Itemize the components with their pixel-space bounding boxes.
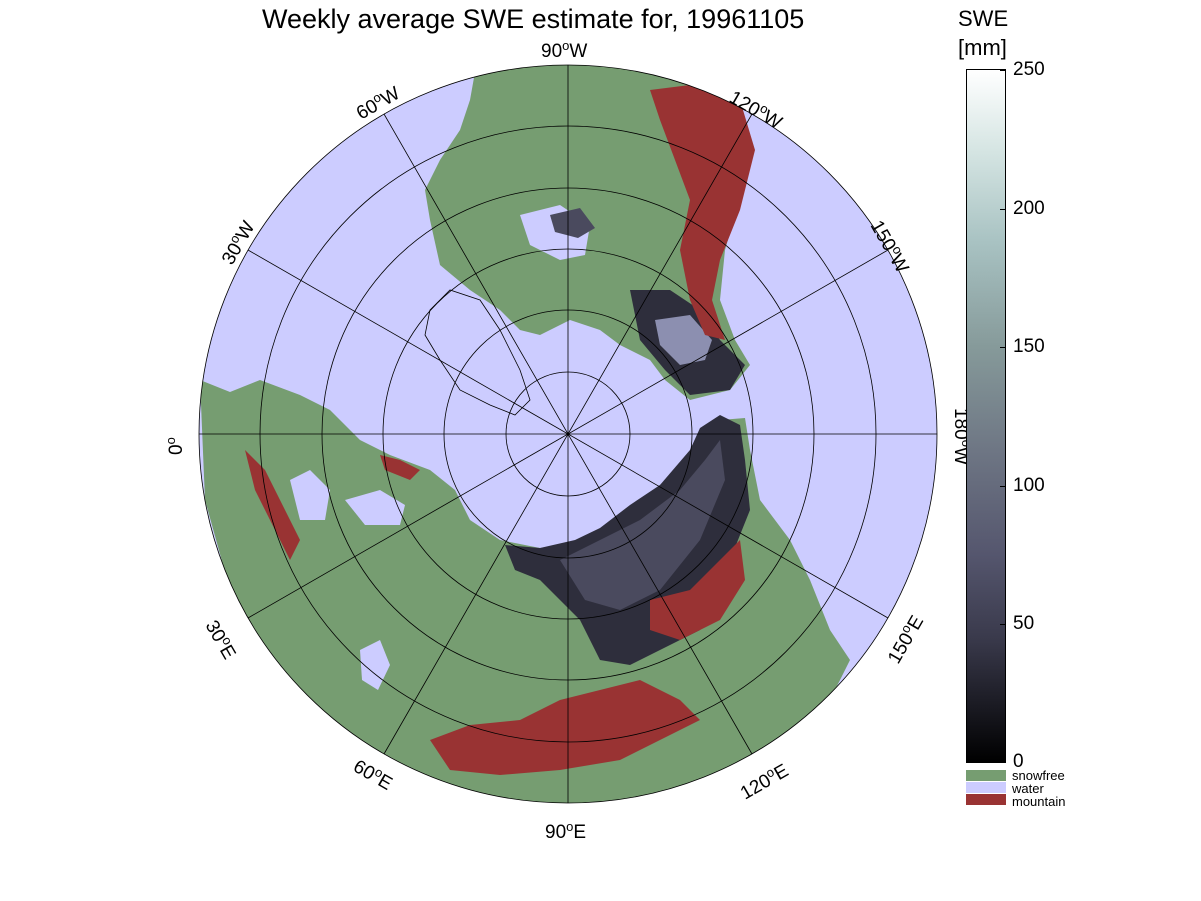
colorbar-tickmark [1000,347,1006,348]
na-snow-2 [550,208,595,238]
label-30e: 30oE [201,616,242,664]
map-title: Weekly average SWE estimate for, 1996110… [262,4,805,34]
caspian-sea [360,640,390,690]
graticule [198,64,938,804]
legend-label-mountain: mountain [1012,794,1066,809]
rockies-mountain [650,85,755,340]
label-60e: 60oE [350,754,398,795]
colorbar-tick-label: 200 [1013,198,1045,219]
colorbar [966,69,1006,763]
na-snow-light [655,315,712,365]
legend-label-snowfree: snowfree [1012,768,1065,783]
scandinavia-mountain [245,450,300,560]
east-siberia-mountain [650,540,745,640]
siberia-snow-mid [560,440,725,610]
colorbar-title: SWE [mm] [958,4,1008,62]
label-0: 0o [163,437,187,455]
baltic-sea [290,470,330,520]
label-90e: 90oE [545,819,586,843]
colorbar-title-line2: [mm] [958,35,1007,60]
colorbar-tickmark [1000,70,1006,71]
label-90w: 90oW [541,38,587,62]
eurasia-mountain [430,680,700,775]
legend-label-water: water [1012,781,1044,796]
ural-mountain [380,455,420,480]
white-sea [345,490,405,525]
colorbar-tickmark [1000,624,1006,625]
colorbar-tick-label: 150 [1013,336,1045,357]
colorbar-title-line1: SWE [958,6,1009,31]
colorbar-tickmark [1000,486,1006,487]
label-120e: 120oE [736,758,793,805]
label-150e: 150oE [882,611,929,668]
colorbar-tickmark [1000,762,1006,763]
colorbar-tick-label: 100 [1013,475,1045,496]
colorbar-tick-label: 0 [1013,751,1024,772]
legend-swatch-water [966,782,1006,793]
colorbar-tickmark [1000,209,1006,210]
colorbar-tick-label: 250 [1013,59,1045,80]
legend-swatch-snowfree [966,770,1006,781]
legend-swatch-mountain [966,794,1006,805]
colorbar-tick-label: 50 [1013,613,1035,634]
